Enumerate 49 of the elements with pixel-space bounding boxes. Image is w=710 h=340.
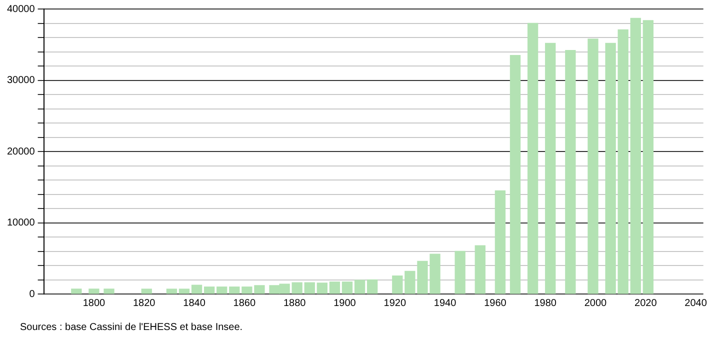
bar (104, 288, 114, 294)
bar (588, 38, 598, 294)
bar (141, 288, 152, 294)
bar (191, 284, 202, 294)
bar (392, 276, 403, 294)
y-tick-label: 30000 (6, 75, 36, 86)
x-tick-label: 2000 (584, 298, 608, 309)
bar (342, 282, 353, 294)
x-tick-label: 1980 (534, 298, 557, 309)
y-tick-label: 0 (29, 288, 36, 300)
x-tick-label: 1920 (384, 298, 406, 309)
x-tick-label: 1840 (183, 298, 206, 309)
bar (474, 245, 486, 294)
bar (88, 288, 100, 294)
y-tick-label: 40000 (6, 4, 36, 15)
bar (71, 288, 82, 294)
x-tick-label: 2020 (634, 298, 658, 309)
bar (216, 286, 228, 294)
bar (204, 286, 215, 294)
x-tick-label: 1800 (82, 298, 106, 309)
bar (527, 22, 538, 294)
bar (454, 250, 466, 294)
x-tick-label: 1960 (484, 298, 507, 309)
bar (166, 288, 178, 294)
x-tick-label: 1900 (334, 298, 356, 309)
bar (510, 54, 521, 294)
bar (229, 286, 240, 294)
x-tick-label: 1880 (283, 298, 306, 309)
bar (316, 282, 328, 294)
bar (630, 18, 641, 294)
bar (618, 29, 628, 294)
bar (565, 50, 576, 294)
bar (292, 282, 302, 294)
x-tick-label: 1860 (233, 298, 256, 309)
bar (354, 280, 366, 294)
bar (329, 282, 340, 294)
bar (304, 282, 315, 294)
x-tick-label: 2040 (684, 298, 708, 309)
bar (642, 20, 654, 294)
source-note: Sources : base Cassini de l'EHESS et base Insee. (20, 322, 243, 333)
bar (494, 190, 506, 294)
y-tick-label: 20000 (6, 146, 36, 158)
bar (545, 42, 556, 294)
bar (178, 288, 190, 294)
bar (605, 42, 616, 294)
bar (366, 279, 378, 294)
x-tick-label: 1820 (132, 298, 156, 309)
x-tick-label: 1940 (434, 298, 457, 309)
y-tick-label: 10000 (6, 218, 36, 228)
